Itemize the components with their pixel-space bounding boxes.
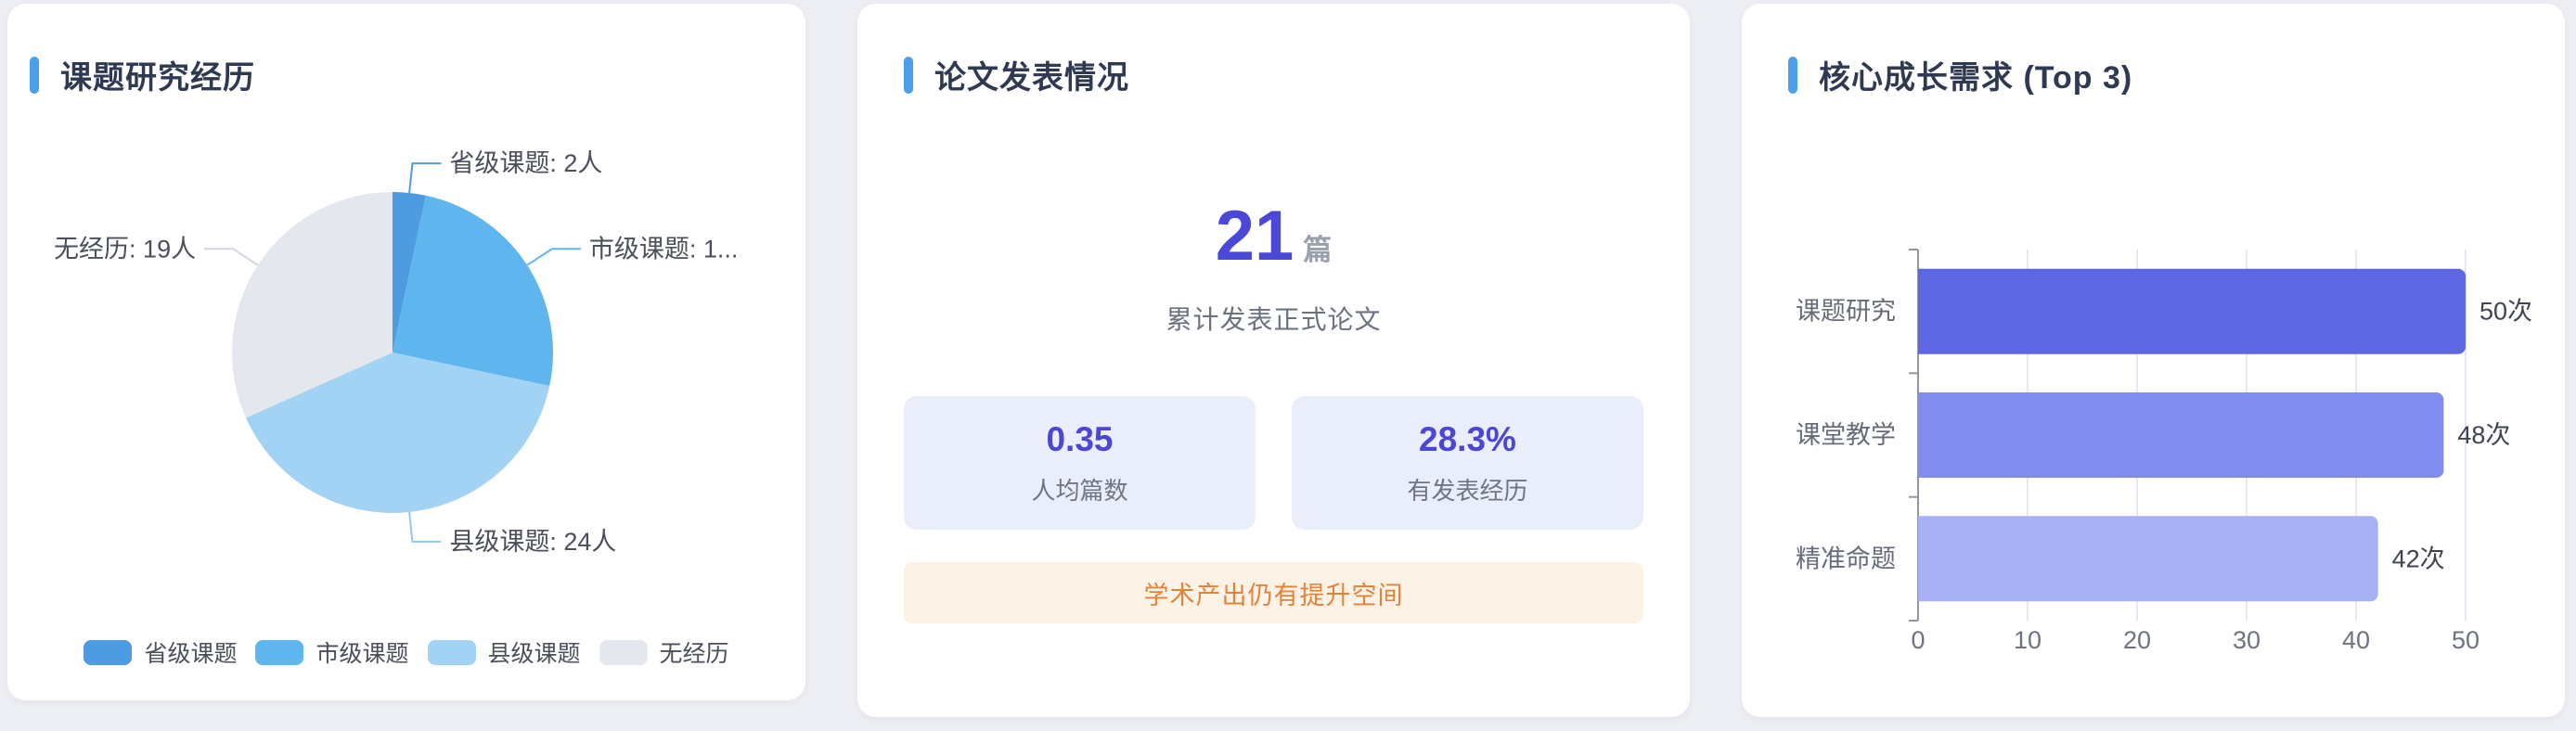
legend-item[interactable]: 县级课题 xyxy=(427,635,581,669)
bar-value-label: 50次 xyxy=(2479,298,2532,326)
legend-swatch xyxy=(255,639,304,665)
title-accent-bar xyxy=(1788,56,1797,94)
papers-total-caption: 累计发表正式论文 xyxy=(1166,305,1382,334)
pie-slice-label: 市级课题: 1... xyxy=(589,235,739,263)
pie-label-leader-line xyxy=(408,511,442,543)
x-axis-tick-label: 30 xyxy=(2233,626,2260,654)
bar-category-label: 课题研究 xyxy=(1796,298,1896,326)
bar[interactable] xyxy=(1918,392,2444,478)
papers-note-banner: 学术产出仍有提升空间 xyxy=(904,562,1643,623)
bar[interactable] xyxy=(1918,516,2378,602)
legend-swatch xyxy=(427,639,476,665)
x-axis-tick-label: 40 xyxy=(2342,626,2370,654)
bar-category-label: 课堂教学 xyxy=(1796,421,1896,449)
stat-label: 有发表经历 xyxy=(1407,476,1528,505)
pie-slice-label: 省级课题: 2人 xyxy=(449,149,602,177)
bar[interactable] xyxy=(1918,268,2466,354)
needs-card-title: 核心成长需求 (Top 3) xyxy=(1819,60,2133,96)
legend-label: 省级课题 xyxy=(144,641,238,667)
pie-slice[interactable] xyxy=(393,192,426,353)
pie-slice[interactable] xyxy=(393,195,553,386)
research-card-title: 课题研究经历 xyxy=(60,60,255,96)
needs-card-header: 核心成长需求 (Top 3) xyxy=(1788,52,2565,97)
papers-total-value: 21 xyxy=(1215,197,1294,276)
x-axis-tick-label: 0 xyxy=(1911,626,1925,654)
legend-swatch xyxy=(84,639,133,665)
papers-card-title: 论文发表情况 xyxy=(934,60,1129,96)
legend-item[interactable]: 市级课题 xyxy=(255,635,409,669)
legend-swatch xyxy=(599,639,648,665)
title-accent-bar xyxy=(30,56,39,94)
research-experience-card: 课题研究经历 省级课题: 2人市级课题: 1... 县级课题: 24人 无经历: 1… xyxy=(7,4,805,700)
pie-label-leader-line xyxy=(526,248,581,266)
pie-legend: 省级课题 市级课题 县级课题 无经历 xyxy=(7,635,805,669)
legend-item[interactable]: 省级课题 xyxy=(84,635,237,669)
growth-needs-card: 核心成长需求 (Top 3) 0 10 20 30 40 50 课题研究 50次课堂教学 48次… xyxy=(1742,4,2565,717)
pie-slice[interactable] xyxy=(246,353,550,513)
pie-slice[interactable] xyxy=(232,192,393,418)
legend-label: 市级课题 xyxy=(316,641,409,667)
pie-slice-label: 无经历: 19人 xyxy=(54,235,196,263)
pie-label-leader-line xyxy=(204,248,259,266)
bar-value-label: 42次 xyxy=(2392,545,2445,572)
pie-label-leader-line xyxy=(408,162,442,194)
legend-label: 县级课题 xyxy=(487,641,581,667)
bar-category-label: 精准命题 xyxy=(1796,545,1896,572)
legend-item[interactable]: 无经历 xyxy=(599,635,729,669)
bar-value-label: 48次 xyxy=(2457,421,2510,449)
papers-total: 21 篇 xyxy=(1216,201,1333,272)
stat-box-publish-rate: 28.3% 有发表经历 xyxy=(1292,396,1643,530)
papers-card-header: 论文发表情况 xyxy=(904,52,1643,97)
papers-stat-row: 0.35 人均篇数 28.3% 有发表经历 xyxy=(904,396,1643,530)
x-axis-tick-label: 50 xyxy=(2452,626,2479,654)
stat-value: 28.3% xyxy=(1419,419,1516,458)
x-axis-tick-label: 20 xyxy=(2123,626,2151,654)
research-card-header: 课题研究经历 xyxy=(30,52,805,97)
pie-slice-label: 县级课题: 24人 xyxy=(449,528,616,556)
papers-card: 论文发表情况 21 篇 累计发表正式论文 0.35 人均篇数 28.3% 有发表… xyxy=(857,4,1690,717)
stat-box-per-capita: 0.35 人均篇数 xyxy=(904,396,1256,530)
stat-value: 0.35 xyxy=(1046,419,1114,458)
title-accent-bar xyxy=(904,56,913,94)
x-axis-tick-label: 10 xyxy=(2014,626,2041,654)
legend-label: 无经历 xyxy=(659,641,729,667)
stat-label: 人均篇数 xyxy=(1031,476,1128,505)
papers-body: 21 篇 累计发表正式论文 0.35 人均篇数 28.3% 有发表经历 学术产出… xyxy=(904,97,1643,623)
papers-total-unit: 篇 xyxy=(1303,234,1333,266)
